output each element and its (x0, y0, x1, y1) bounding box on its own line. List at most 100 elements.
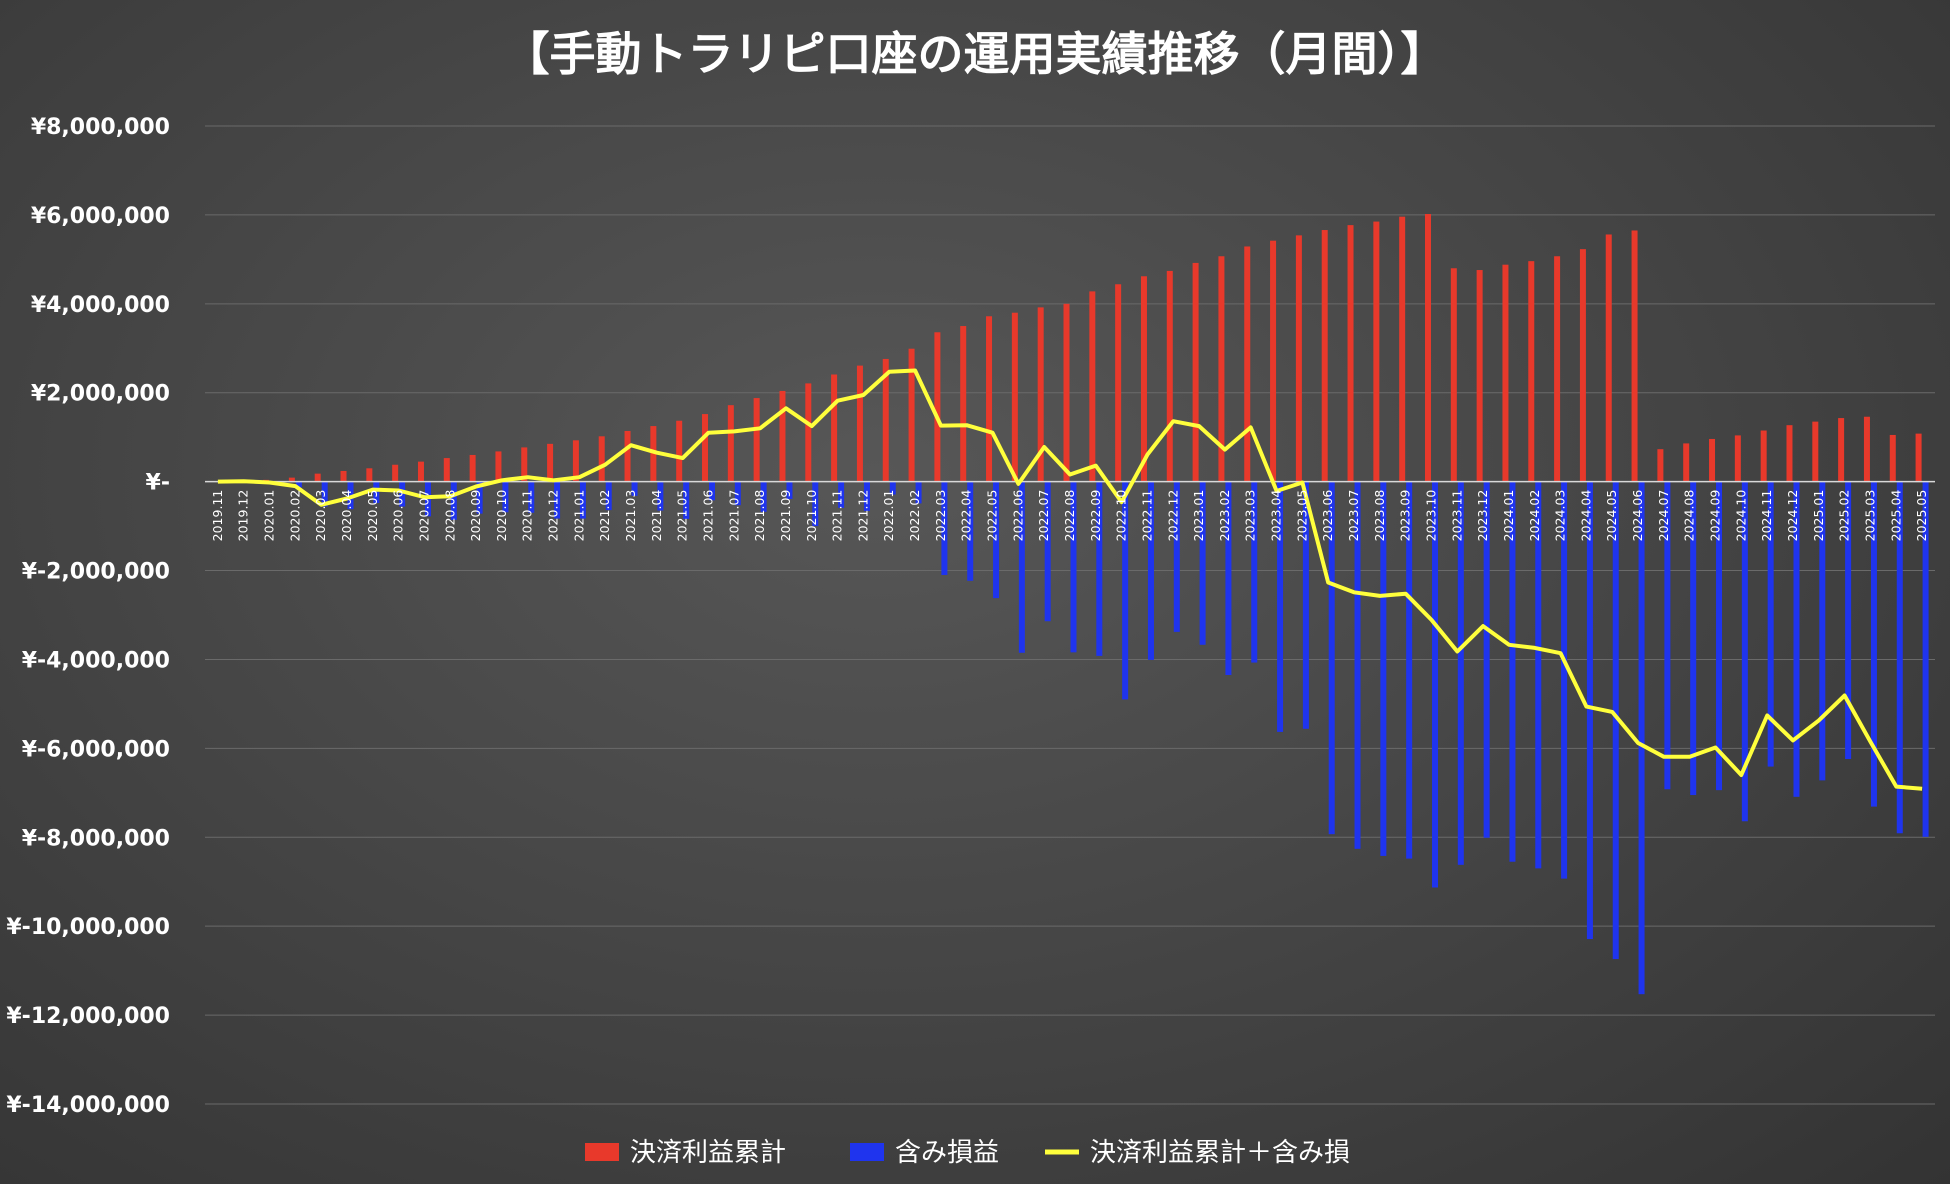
x-tick-label: 2024.11 (1759, 490, 1774, 542)
bar-realized (1476, 270, 1483, 482)
x-tick-label: 2021.05 (675, 490, 690, 542)
x-tick-label: 2021.09 (778, 490, 793, 542)
bar-realized (1657, 449, 1664, 482)
x-tick-label: 2024.08 (1682, 490, 1697, 542)
x-tick-label: 2024.01 (1501, 490, 1516, 542)
y-tick-label: ¥-10,000,000 (6, 915, 170, 940)
bars (237, 214, 1929, 995)
bar-realized (1450, 268, 1457, 482)
bar-unrealized (1483, 481, 1490, 838)
bar-realized (1244, 246, 1251, 482)
x-tick-label: 2023.12 (1475, 490, 1490, 542)
y-axis-ticks: ¥8,000,000 ¥6,000,000 ¥4,000,000 ¥2,000,000… (6, 115, 170, 1118)
bar-unrealized (838, 481, 845, 508)
x-tick-label: 2022.09 (1088, 490, 1103, 542)
bar-unrealized (1845, 481, 1852, 760)
bar-realized (1838, 418, 1845, 482)
x-tick-label: 2022.05 (985, 490, 1000, 542)
bar-unrealized (1380, 481, 1387, 856)
bar-unrealized (1070, 481, 1077, 653)
bar-unrealized (1638, 481, 1645, 995)
x-tick-label: 2022.06 (1010, 490, 1025, 542)
bar-realized (417, 461, 424, 482)
bar-unrealized (1251, 481, 1258, 663)
bar-realized (1115, 284, 1122, 482)
y-tick-label: ¥-12,000,000 (6, 1004, 170, 1029)
bar-unrealized (1716, 481, 1723, 791)
y-tick-label: ¥4,000,000 (31, 293, 170, 318)
bar-unrealized (295, 481, 302, 488)
x-tick-label: 2021.12 (855, 490, 870, 542)
bar-realized (1760, 430, 1767, 482)
bar-realized (1631, 230, 1638, 482)
bar-unrealized (605, 481, 612, 511)
bar-unrealized (1406, 481, 1413, 859)
bar-unrealized (631, 481, 638, 496)
x-tick-label: 2020.04 (339, 490, 354, 542)
bar-realized (650, 426, 657, 482)
bar-realized (1399, 216, 1406, 482)
bar-unrealized (1277, 481, 1284, 732)
bar-unrealized (657, 481, 664, 511)
bar-realized (727, 405, 734, 482)
bar-unrealized (863, 481, 870, 511)
y-tick-label: ¥6,000,000 (31, 204, 170, 229)
bar-unrealized (1870, 481, 1877, 807)
y-tick-label: ¥-4,000,000 (22, 648, 170, 673)
bar-realized (1812, 421, 1819, 482)
bar-unrealized (889, 481, 896, 495)
x-tick-label: 2020.09 (468, 490, 483, 542)
bar-unrealized (1767, 481, 1774, 767)
bar-realized (882, 358, 889, 482)
bar-realized (1037, 307, 1044, 482)
bar-realized (547, 443, 554, 482)
bar-unrealized (786, 481, 793, 499)
bar-unrealized (450, 481, 457, 520)
bar-realized (676, 420, 683, 482)
bar-realized (1424, 214, 1431, 482)
bar-realized (1218, 256, 1225, 482)
bar-realized (521, 447, 528, 482)
bar-realized (908, 348, 915, 482)
x-tick-label: 2023.02 (1217, 490, 1232, 542)
x-tick-label: 2021.06 (701, 490, 716, 542)
bar-unrealized (399, 481, 406, 507)
bar-realized (572, 440, 579, 482)
bar-unrealized (1612, 481, 1619, 960)
bar-unrealized (1896, 481, 1903, 834)
bar-realized (314, 473, 321, 482)
x-tick-label: 2019.12 (236, 490, 251, 542)
bar-unrealized (734, 481, 741, 506)
bar-realized (1192, 262, 1199, 482)
x-tick-label: 2024.09 (1708, 490, 1723, 542)
x-tick-label: 2022.04 (959, 490, 974, 542)
bar-unrealized (1664, 481, 1671, 790)
bar-unrealized (812, 481, 819, 527)
legend-label: 決済利益累計＋含み損 (1090, 1138, 1350, 1168)
bar-unrealized (1586, 481, 1593, 940)
bar-unrealized (967, 481, 974, 581)
bar-unrealized (1354, 481, 1361, 849)
bar-realized (1579, 249, 1586, 482)
bar-unrealized (683, 481, 690, 519)
bar-unrealized (1018, 481, 1025, 653)
y-tick-label: ¥-2,000,000 (22, 560, 170, 585)
bar-unrealized (1122, 481, 1129, 700)
x-tick-label: 2020.11 (520, 490, 535, 542)
x-tick-label: 2025.01 (1811, 490, 1826, 542)
x-tick-label: 2023.05 (1294, 490, 1309, 542)
x-tick-label: 2024.04 (1578, 490, 1593, 542)
bar-realized (624, 430, 631, 482)
bar-realized (443, 458, 450, 482)
bar-realized (1011, 312, 1018, 482)
x-tick-label: 2021.07 (726, 490, 741, 542)
x-tick-label: 2024.06 (1630, 490, 1645, 542)
bar-unrealized (1741, 481, 1748, 822)
bar-realized (702, 414, 709, 482)
x-tick-label: 2020.08 (442, 490, 457, 542)
bar-unrealized (554, 481, 561, 519)
x-tick-label: 2021.08 (752, 490, 767, 542)
bar-unrealized (1819, 481, 1826, 781)
bar-realized (1295, 235, 1302, 482)
